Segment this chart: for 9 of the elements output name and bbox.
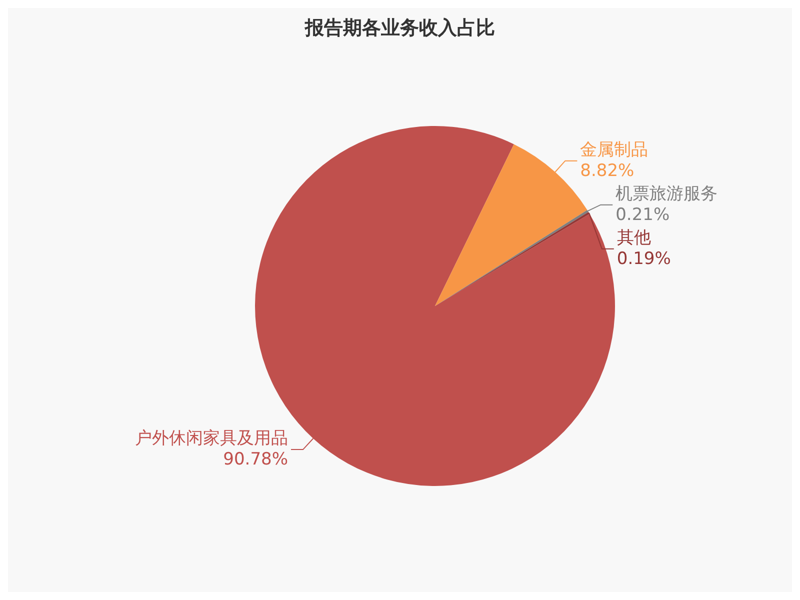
data-label: 0.19% bbox=[616, 248, 671, 269]
data-label: 8.82% bbox=[580, 160, 634, 181]
slice-label: 机票旅游服务 bbox=[616, 184, 718, 204]
slice-label: 户外休闲家具及用品 bbox=[135, 428, 288, 449]
slice-label: 其他 bbox=[616, 228, 651, 248]
chart-title: 报告期各业务收入占比 bbox=[304, 17, 495, 39]
data-label: 90.78% bbox=[223, 450, 288, 470]
data-label: 0.21% bbox=[616, 204, 670, 225]
slice-label: 金属制品 bbox=[580, 140, 648, 160]
